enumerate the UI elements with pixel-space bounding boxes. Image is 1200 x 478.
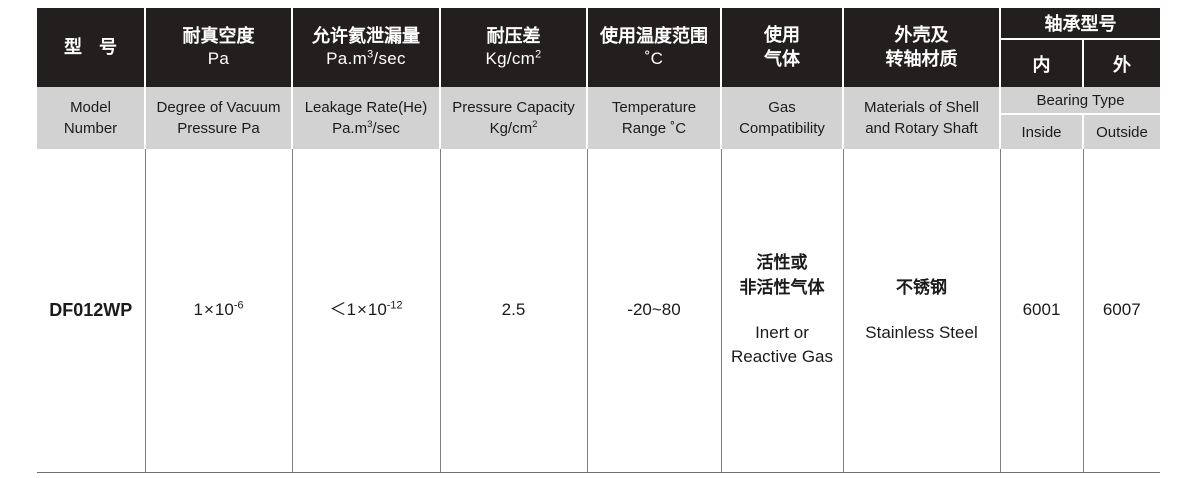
header-en-temperature: Temperature Range ˚C (587, 87, 722, 149)
header-cn-leakage-line2: Pa.m3/sec (293, 48, 439, 70)
header-en-materials-line2: and Rotary Shaft (865, 120, 978, 137)
header-cn-vacuum-line1: 耐真空度 (182, 26, 255, 47)
header-row-bearing-chinese: 内 外 (37, 39, 1160, 87)
cell-materials-en: Stainless Steel (865, 322, 978, 342)
header-cn-vacuum-line2: Pa (207, 49, 230, 69)
header-en-vacuum-line1: Degree of Vacuum (156, 98, 281, 116)
header-en-pressure-line1: Pressure Capacity (452, 98, 575, 116)
header-en-temperature-line2: Range ˚C (621, 120, 687, 137)
cell-materials: 不锈钢 Stainless Steel (843, 149, 1001, 473)
header-en-model: Model Number (37, 87, 146, 149)
header-en-materials-line1: Materials of Shell (863, 98, 980, 116)
header-en-bearing-outside: Outside (1083, 114, 1160, 149)
header-cn-pressure-line1: 耐压差 (486, 26, 541, 47)
header-en-leakage-unit-base: Pa.m (332, 120, 368, 137)
cell-leakage-mantissa: 1 (346, 300, 356, 320)
header-cn-gas: 使用 气体 (721, 8, 844, 87)
header-en-gas-line2: Compatibility (739, 120, 825, 137)
cell-gas-en-line1: Inert or (755, 322, 809, 342)
cell-model-number: DF012WP (37, 149, 146, 473)
header-cn-bearing-group: 轴承型号 (1000, 8, 1160, 40)
header-en-gas-line1: Gas (768, 98, 796, 116)
header-en-leakage-unit-tail: /sec (372, 120, 400, 137)
header-cn-materials-line1: 外壳及 (894, 25, 949, 46)
cell-temperature-range: -20~80 (587, 149, 722, 473)
header-row-chinese: 型 号 耐真空度 Pa 允许氦泄漏量 Pa.m3/sec 耐压差 Kg/cm2 … (37, 8, 1160, 87)
header-cn-gas-line2: 气体 (764, 48, 800, 69)
header-en-leakage-unit-sup: 3 (367, 119, 373, 130)
header-cn-temperature: 使用温度范围 ˚C (587, 8, 722, 87)
cell-leakage-times: × (356, 300, 367, 320)
header-cn-bearing-inside: 内 (1000, 39, 1084, 87)
header-en-leakage-line1: Leakage Rate(He) (304, 98, 428, 116)
header-en-vacuum-line2: Pressure Pa (177, 120, 260, 137)
header-cn-model: 型 号 (37, 8, 146, 87)
header-cn-leakage-unit-sup: 3 (367, 48, 374, 61)
header-en-pressure-unit-base: Kg/cm (489, 120, 533, 137)
table-row: DF012WP 1×10-6 ＜1×10-12 2.5 -20~80 活性或 非… (37, 149, 1160, 473)
cell-vacuum-times: × (203, 300, 214, 320)
header-cn-model-label: 型 号 (63, 36, 123, 57)
cell-bearing-outside: 6007 (1083, 149, 1160, 473)
header-en-pressure: Pressure Capacity Kg/cm2 (440, 87, 588, 149)
cell-gas-en-line2: Reactive Gas (730, 347, 834, 367)
header-en-leakage-line2: Pa.m3/sec (293, 118, 439, 139)
header-cn-leakage-unit-base: Pa.m (326, 49, 368, 69)
header-cn-leakage: 允许氦泄漏量 Pa.m3/sec (292, 8, 441, 87)
header-cn-leakage-unit-tail: /sec (373, 49, 406, 69)
header-cn-bearing-outside: 外 (1083, 39, 1160, 87)
header-cn-temperature-line1: 使用温度范围 (600, 26, 708, 47)
header-cn-pressure: 耐压差 Kg/cm2 (440, 8, 588, 87)
header-en-pressure-line2: Kg/cm2 (441, 118, 586, 139)
header-en-bearing-group: Bearing Type (1000, 87, 1160, 115)
header-en-leakage: Leakage Rate(He) Pa.m3/sec (292, 87, 441, 149)
cell-bearing-inside: 6001 (1000, 149, 1084, 473)
cell-materials-spacer (844, 301, 1000, 321)
cell-vacuum-mantissa: 1 (193, 300, 203, 320)
cell-gas-cn-line2: 非活性气体 (739, 277, 825, 297)
header-en-materials: Materials of Shell and Rotary Shaft (843, 87, 1001, 149)
specification-table: 型 号 耐真空度 Pa 允许氦泄漏量 Pa.m3/sec 耐压差 Kg/cm2 … (37, 8, 1160, 473)
cell-leakage-exponent: -12 (386, 299, 403, 312)
cell-leakage-base: 10 (367, 300, 387, 320)
header-en-model-line2: Number (63, 120, 118, 137)
header-cn-temperature-line2: ˚C (644, 49, 664, 69)
cell-pressure-capacity: 2.5 (440, 149, 588, 473)
header-en-model-line1: Model (70, 98, 111, 116)
header-row-bearing-english: Inside Outside (37, 114, 1160, 149)
header-cn-pressure-line2: Kg/cm2 (441, 48, 586, 70)
header-cn-vacuum: 耐真空度 Pa (145, 8, 293, 87)
header-en-gas: Gas Compatibility (721, 87, 844, 149)
header-en-vacuum: Degree of Vacuum Pressure Pa (145, 87, 293, 149)
cell-leakage-prefix: ＜ (329, 300, 347, 320)
header-row-english: Model Number Degree of Vacuum Pressure P… (37, 87, 1160, 149)
header-cn-leakage-line1: 允许氦泄漏量 (312, 26, 420, 47)
cell-vacuum-base: 10 (214, 300, 234, 320)
header-cn-materials: 外壳及 转轴材质 (843, 8, 1001, 87)
header-en-temperature-line1: Temperature (611, 98, 697, 116)
cell-materials-cn: 不锈钢 (896, 277, 947, 297)
cell-gas-spacer (722, 301, 843, 321)
header-en-bearing-inside: Inside (1000, 114, 1084, 149)
cell-vacuum-exponent: -6 (233, 299, 244, 312)
cell-gas-cn-line1: 活性或 (756, 253, 808, 273)
header-cn-materials-line2: 转轴材质 (885, 48, 958, 69)
cell-vacuum-pressure: 1×10-6 (145, 149, 293, 473)
header-cn-pressure-unit-base: Kg/cm (485, 49, 536, 69)
header-en-pressure-unit-sup: 2 (532, 119, 538, 130)
header-cn-gas-line1: 使用 (764, 25, 800, 46)
cell-leakage-rate: ＜1×10-12 (292, 149, 441, 473)
header-cn-pressure-unit-sup: 2 (535, 48, 542, 61)
cell-gas-compatibility: 活性或 非活性气体 Inert or Reactive Gas (721, 149, 844, 473)
